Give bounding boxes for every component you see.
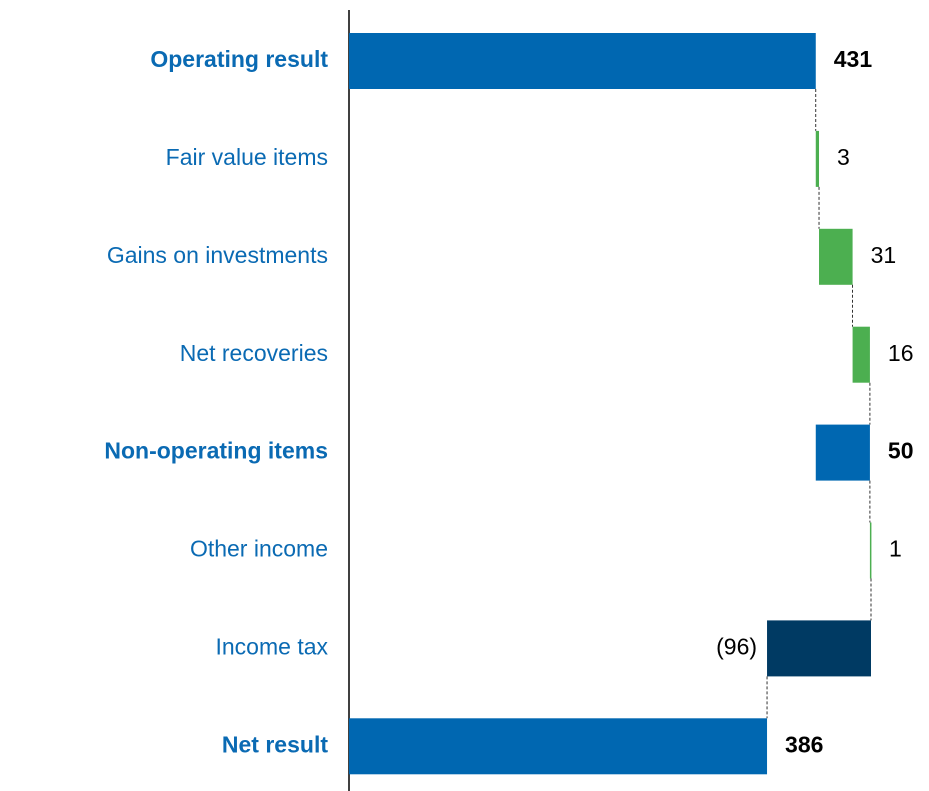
category-label: Income tax (216, 633, 329, 659)
bar (869, 522, 872, 579)
category-label: Gains on investments (107, 242, 328, 268)
category-label: Non-operating items (104, 438, 328, 464)
value-label: (96) (716, 633, 757, 659)
value-label: 16 (888, 340, 914, 366)
category-label: Net result (222, 731, 328, 757)
value-label: 386 (785, 731, 823, 757)
category-label: Operating result (150, 46, 328, 72)
value-label: 50 (888, 438, 914, 464)
value-label: 31 (871, 242, 897, 268)
category-label: Fair value items (166, 144, 328, 170)
bar (815, 424, 870, 481)
bar (819, 228, 853, 285)
value-label: 3 (837, 144, 850, 170)
bar (767, 620, 871, 677)
bar (852, 326, 870, 383)
value-label: 431 (834, 46, 873, 72)
category-label: Other income (190, 536, 328, 562)
bar (815, 130, 820, 187)
bar (349, 33, 816, 89)
category-label: Net recoveries (180, 340, 328, 366)
value-label: 1 (889, 536, 902, 562)
bar (349, 718, 768, 775)
